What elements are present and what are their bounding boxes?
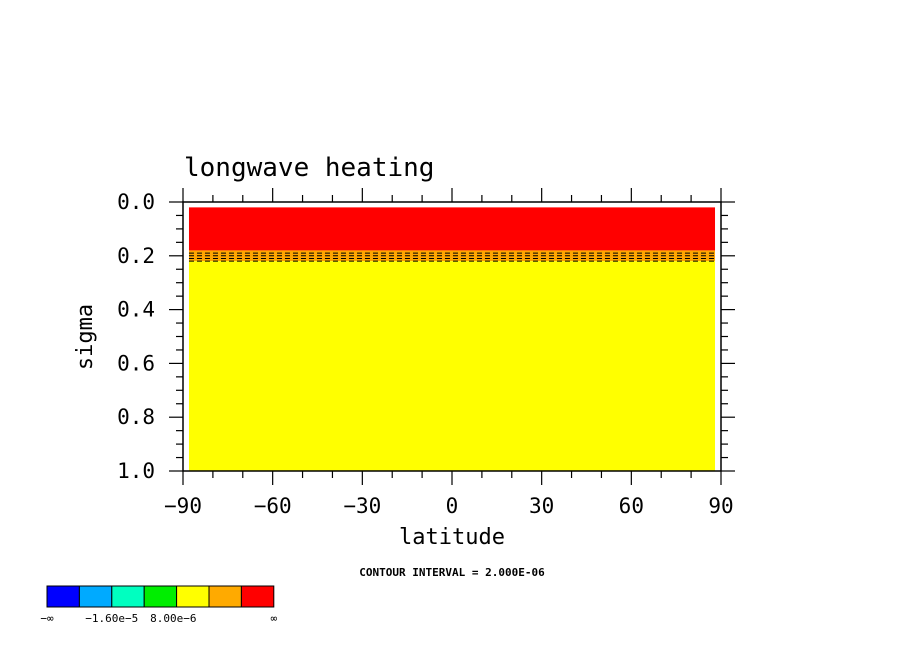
- x-tick-label: 60: [619, 494, 644, 518]
- x-tick-label: −60: [254, 494, 292, 518]
- y-tick-label: 0.4: [117, 298, 155, 322]
- colorbar-swatch-5: [208, 585, 242, 608]
- x-tick-label: −90: [164, 494, 202, 518]
- colorbar-label: ∞: [270, 612, 277, 625]
- axes: [169, 188, 735, 485]
- colorbar-swatch-2: [111, 585, 145, 608]
- x-tick-label: 90: [708, 494, 733, 518]
- colorbar-label: 8.00e−6: [150, 612, 196, 625]
- x-axis-label: latitude: [399, 525, 505, 550]
- x-tick-label: 30: [529, 494, 554, 518]
- contour-band-0: [188, 207, 716, 251]
- contour-interval-label: CONTOUR INTERVAL = 2.000E-06: [359, 566, 545, 579]
- y-axis-label: sigma: [73, 304, 98, 370]
- y-tick-label: 1.0: [117, 459, 155, 483]
- colorbar: −∞ −1.60e−5 8.00e−6 ∞: [40, 585, 277, 625]
- tick-labels: 0.0 0.2 0.4 0.6 0.8 1.0 −90 −60 −30 0 30 60 90: [117, 190, 734, 518]
- y-tick-label: 0.6: [117, 351, 155, 375]
- colorbar-label: −∞: [40, 612, 54, 625]
- colorbar-swatch-3: [143, 585, 178, 608]
- colorbar-swatch-4: [176, 585, 210, 608]
- chart-title: longwave heating: [184, 153, 434, 183]
- colorbar-swatch-1: [78, 585, 113, 608]
- y-tick-label: 0.8: [117, 405, 155, 429]
- y-tick-label: 0.2: [117, 244, 155, 268]
- colorbar-swatch-0: [46, 585, 80, 608]
- x-tick-label: −30: [343, 494, 381, 518]
- contour-fill-layer: [188, 207, 716, 471]
- contour-band-1: [188, 250, 716, 262]
- y-tick-label: 0.0: [117, 190, 155, 214]
- colorbar-label: −1.60e−5: [85, 612, 138, 625]
- contour-band-2: [188, 261, 716, 471]
- x-tick-label: 0: [446, 494, 459, 518]
- colorbar-swatch-6: [240, 585, 275, 608]
